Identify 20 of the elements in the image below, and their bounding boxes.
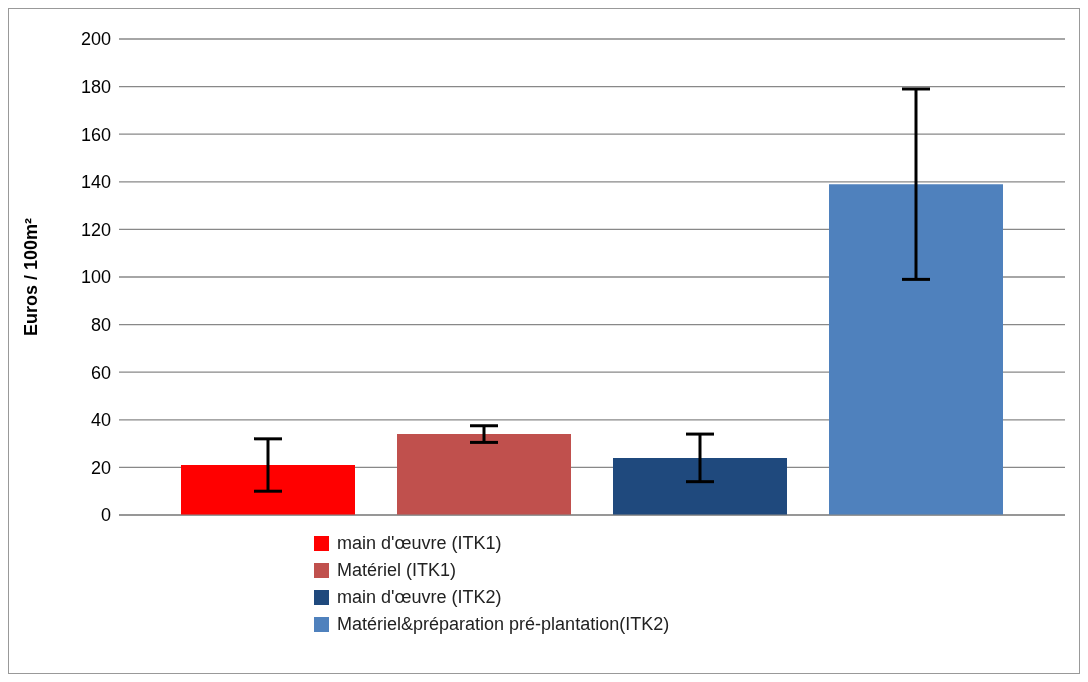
legend-label: main d'œuvre (ITK1) [337,533,502,554]
y-tick-label: 40 [90,410,111,431]
y-tick-label: 20 [90,457,111,478]
bar [829,184,1003,515]
y-tick-label: 120 [80,219,111,240]
legend-label: Matériel&préparation pré-plantation(ITK2) [337,614,670,635]
y-tick-label: 100 [80,267,111,288]
y-tick-label: 60 [90,362,111,383]
bar [613,457,787,515]
y-tick-label: 0 [100,505,111,526]
y-tick-label: 160 [80,124,111,145]
bar [397,434,571,515]
y-tick-label: 200 [80,29,111,50]
y-tick-label: 180 [80,76,111,97]
legend-label: main d'œuvre (ITK2) [337,587,502,608]
legend-label: Matériel (ITK1) [337,560,457,581]
y-tick-label: 80 [90,314,111,335]
y-axis-title: Euros / 100m² [21,217,42,337]
bar [181,465,355,515]
y-tick-label: 140 [80,172,111,193]
